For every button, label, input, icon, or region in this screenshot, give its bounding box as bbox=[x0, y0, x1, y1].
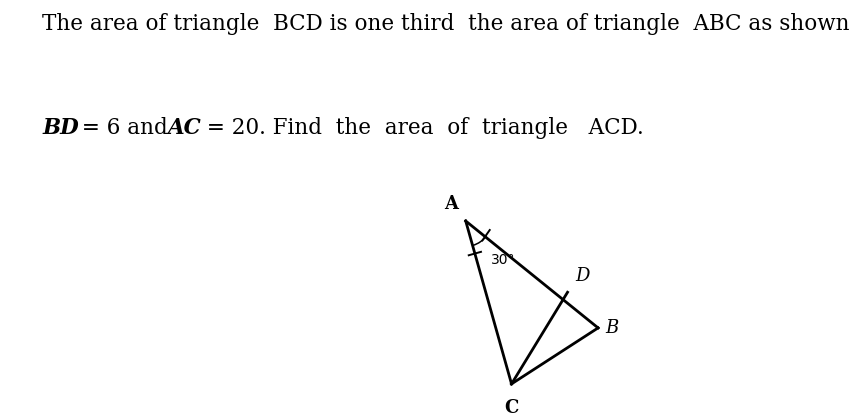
Text: D: D bbox=[575, 266, 589, 285]
Text: = 6 and: = 6 and bbox=[75, 117, 174, 139]
Text: A: A bbox=[444, 195, 458, 214]
Text: 30°: 30° bbox=[492, 253, 516, 266]
Text: C: C bbox=[504, 399, 519, 417]
Text: AC: AC bbox=[168, 117, 202, 139]
Text: BD: BD bbox=[42, 117, 79, 139]
Text: The area of triangle  BCD is one third  the area of triangle  ABC as shown.: The area of triangle BCD is one third th… bbox=[42, 13, 849, 35]
Text: = 20. Find  the  area  of  triangle   ACD.: = 20. Find the area of triangle ACD. bbox=[200, 117, 644, 139]
Text: B: B bbox=[605, 319, 619, 337]
